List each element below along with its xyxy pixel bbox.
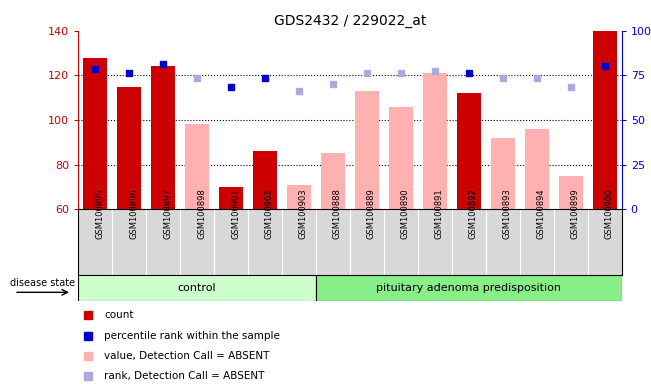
Bar [457, 93, 480, 209]
Bar [491, 138, 515, 209]
Bar [253, 151, 277, 209]
Bar [219, 187, 243, 209]
Bar [185, 124, 209, 209]
Text: control: control [178, 283, 216, 293]
Text: GSM100894: GSM100894 [537, 189, 546, 239]
Text: GSM100890: GSM100890 [401, 189, 410, 239]
Bar [287, 185, 311, 209]
Bar [117, 86, 141, 209]
Text: GSM100895: GSM100895 [95, 189, 104, 239]
Bar [316, 275, 622, 301]
Text: GSM100888: GSM100888 [333, 189, 342, 239]
Title: GDS2432 / 229022_at: GDS2432 / 229022_at [273, 14, 426, 28]
Bar [389, 107, 413, 209]
Bar [78, 275, 316, 301]
Bar [525, 129, 549, 209]
Text: GSM100903: GSM100903 [299, 189, 308, 239]
Text: GSM100901: GSM100901 [231, 189, 240, 239]
Text: GSM100892: GSM100892 [469, 189, 478, 239]
Bar [355, 91, 379, 209]
Bar [559, 176, 583, 209]
Text: GSM100893: GSM100893 [503, 189, 512, 239]
Text: GSM100896: GSM100896 [129, 189, 138, 239]
Bar [83, 58, 107, 209]
Text: GSM100889: GSM100889 [367, 189, 376, 239]
Text: GSM100897: GSM100897 [163, 189, 172, 239]
Text: count: count [104, 310, 133, 321]
Text: GSM100898: GSM100898 [197, 189, 206, 239]
Text: GSM100902: GSM100902 [265, 189, 274, 239]
Bar [151, 66, 175, 209]
Text: pituitary adenoma predisposition: pituitary adenoma predisposition [376, 283, 561, 293]
Text: GSM100899: GSM100899 [571, 189, 580, 239]
Text: percentile rank within the sample: percentile rank within the sample [104, 331, 280, 341]
Text: disease state: disease state [10, 278, 76, 288]
Text: rank, Detection Call = ABSENT: rank, Detection Call = ABSENT [104, 371, 264, 381]
Text: value, Detection Call = ABSENT: value, Detection Call = ABSENT [104, 351, 270, 361]
Bar [321, 154, 345, 209]
Bar [423, 73, 447, 209]
Text: GSM100891: GSM100891 [435, 189, 444, 239]
Text: GSM100900: GSM100900 [605, 189, 614, 239]
Bar [593, 31, 616, 209]
